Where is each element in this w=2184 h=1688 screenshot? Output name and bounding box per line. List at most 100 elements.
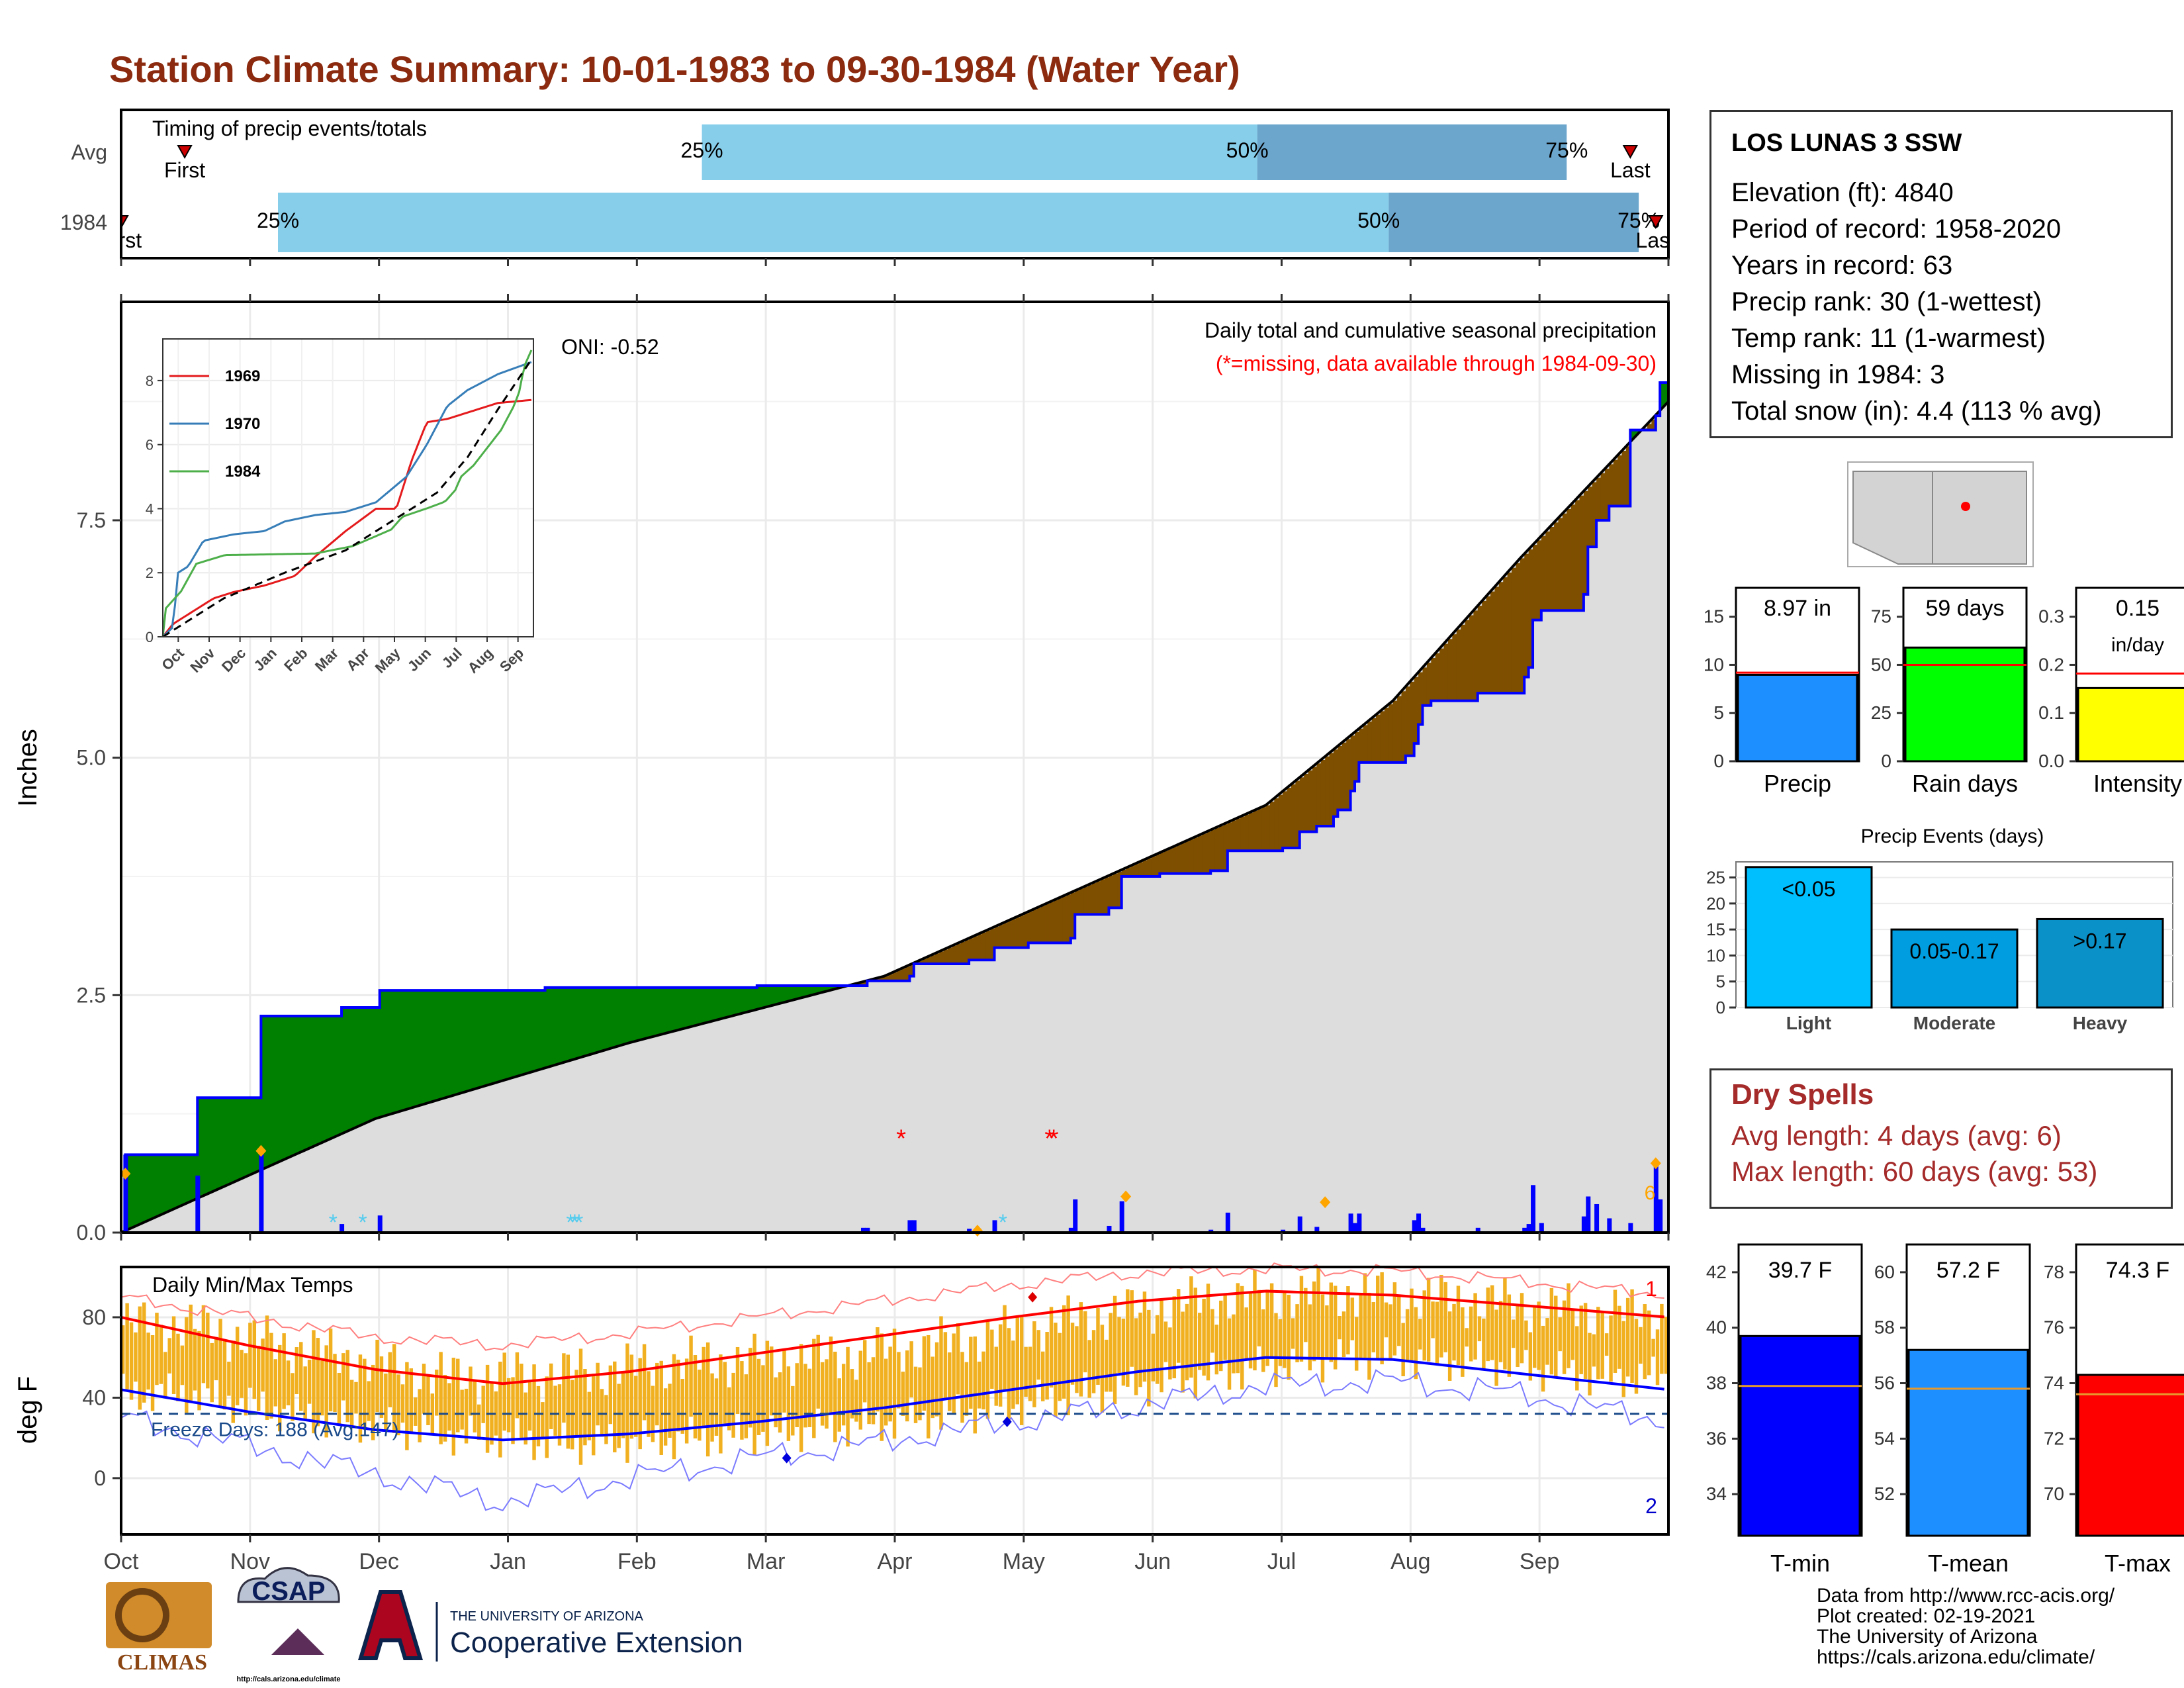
below-normal-fill xyxy=(1142,860,1148,876)
daily-temp-bar xyxy=(185,1317,189,1413)
daily-temp-bar xyxy=(952,1333,956,1415)
daily-temp-bar xyxy=(1299,1276,1304,1362)
daily-temp-bar xyxy=(1625,1297,1630,1377)
above-normal-fill xyxy=(642,987,647,1040)
below-normal-fill xyxy=(1109,875,1114,908)
below-normal-fill xyxy=(1338,745,1343,810)
daily-temp-bar xyxy=(527,1382,532,1431)
below-normal-fill xyxy=(934,953,940,964)
daily-temp-bar xyxy=(523,1392,527,1445)
daily-temp-bar xyxy=(837,1378,841,1432)
above-normal-fill xyxy=(727,987,732,1017)
panel-y-tick-label: 54 xyxy=(1874,1428,1895,1448)
daily-temp-bar xyxy=(1452,1303,1456,1361)
below-normal-fill xyxy=(1283,791,1288,848)
above-normal-fill xyxy=(807,985,813,996)
daily-temp-bar xyxy=(193,1329,197,1391)
station-info-line: Elevation (ft): 4840 xyxy=(1731,178,1954,207)
timing-p50-label: 50% xyxy=(1357,209,1400,232)
daily-temp-bar xyxy=(913,1366,918,1423)
above-normal-fill xyxy=(443,990,448,1099)
below-normal-fill xyxy=(1248,812,1253,851)
daily-precip-bar xyxy=(259,1150,264,1233)
above-normal-fill xyxy=(705,987,711,1023)
daily-temp-bar xyxy=(515,1352,520,1419)
daily-temp-bar xyxy=(799,1344,803,1452)
below-normal-fill xyxy=(1155,854,1160,876)
daily-temp-bar xyxy=(1091,1330,1096,1393)
above-normal-fill xyxy=(469,990,474,1091)
above-normal-fill xyxy=(578,987,584,1058)
daily-temp-bar xyxy=(481,1385,485,1423)
above-normal-fill xyxy=(451,990,457,1096)
daily-precip-bar xyxy=(340,1224,345,1233)
daily-precip-bar xyxy=(1581,1216,1586,1233)
daily-temp-bar xyxy=(167,1338,171,1374)
daily-temp-bar xyxy=(1579,1305,1583,1374)
daily-temp-bar xyxy=(1168,1327,1172,1380)
below-normal-fill xyxy=(1414,677,1419,744)
above-normal-fill xyxy=(189,1154,194,1203)
daily-temp-bar xyxy=(927,1335,931,1438)
below-normal-fill xyxy=(1410,681,1415,756)
inset-y-tick-label: 6 xyxy=(146,437,154,453)
panel-value-label: 59 days xyxy=(1925,596,2004,621)
above-normal-fill xyxy=(625,987,631,1044)
daily-temp-bar xyxy=(1278,1319,1283,1366)
panel-value-bar xyxy=(1739,1335,1861,1537)
daily-temp-bar xyxy=(1371,1301,1376,1352)
above-normal-fill xyxy=(282,1015,287,1160)
above-normal-fill xyxy=(647,987,652,1039)
climas-logo: CLIMAS xyxy=(106,1582,212,1675)
daily-temp-bar xyxy=(396,1374,400,1436)
below-normal-fill xyxy=(1456,629,1461,701)
daily-temp-bar xyxy=(1040,1351,1045,1401)
above-normal-fill xyxy=(795,985,800,1000)
daily-temp-bar xyxy=(1295,1304,1299,1362)
daily-temp-bar xyxy=(214,1336,218,1381)
daily-temp-bar xyxy=(371,1364,375,1440)
above-normal-fill xyxy=(744,987,749,1013)
below-normal-fill xyxy=(1163,851,1169,874)
above-normal-fill xyxy=(201,1098,206,1197)
below-normal-fill xyxy=(1516,563,1521,694)
daily-temp-bar xyxy=(367,1381,371,1421)
panel-y-tick-label: 70 xyxy=(2044,1483,2064,1504)
daily-temp-bar xyxy=(439,1352,443,1444)
above-normal-fill xyxy=(765,985,770,1008)
above-normal-fill xyxy=(384,990,389,1117)
daily-temp-bar xyxy=(1634,1319,1639,1394)
above-normal-fill xyxy=(702,987,707,1024)
below-normal-fill xyxy=(1121,869,1126,876)
station-info-box: LOS LUNAS 3 SSW Elevation (ft): 4840 Per… xyxy=(1709,110,2173,438)
below-normal-fill xyxy=(1325,756,1330,826)
daily-temp-bar xyxy=(583,1369,587,1446)
last-precip-marker xyxy=(1648,215,1664,230)
above-normal-fill xyxy=(545,987,550,1068)
daily-temp-bar xyxy=(1109,1313,1113,1392)
daily-temp-bar xyxy=(354,1382,358,1414)
above-normal-fill xyxy=(515,990,520,1077)
oni-label: ONI: -0.52 xyxy=(561,335,659,359)
above-normal-fill xyxy=(752,987,758,1011)
above-normal-fill xyxy=(244,1098,249,1178)
below-normal-fill xyxy=(897,970,902,981)
daily-temp-bar xyxy=(1401,1323,1405,1377)
below-normal-fill xyxy=(1019,915,1024,948)
below-normal-fill xyxy=(1609,464,1614,506)
daily-precip-bar xyxy=(1531,1185,1536,1233)
daily-temp-bar xyxy=(1304,1288,1308,1342)
below-normal-fill xyxy=(1486,596,1491,694)
below-normal-fill xyxy=(1210,829,1216,871)
above-normal-fill xyxy=(146,1154,152,1221)
below-normal-fill xyxy=(1452,634,1457,701)
below-normal-fill xyxy=(1435,653,1440,701)
daily-record-marker xyxy=(1650,1157,1661,1170)
daily-temp-bar xyxy=(901,1372,905,1416)
daily-precip-bar xyxy=(911,1220,917,1233)
daily-temp-bar xyxy=(782,1350,786,1413)
above-normal-fill xyxy=(527,990,533,1073)
below-normal-fill xyxy=(1138,862,1144,876)
inset-legend-label: 1970 xyxy=(225,415,260,433)
daily-temp-bar xyxy=(1028,1346,1032,1401)
